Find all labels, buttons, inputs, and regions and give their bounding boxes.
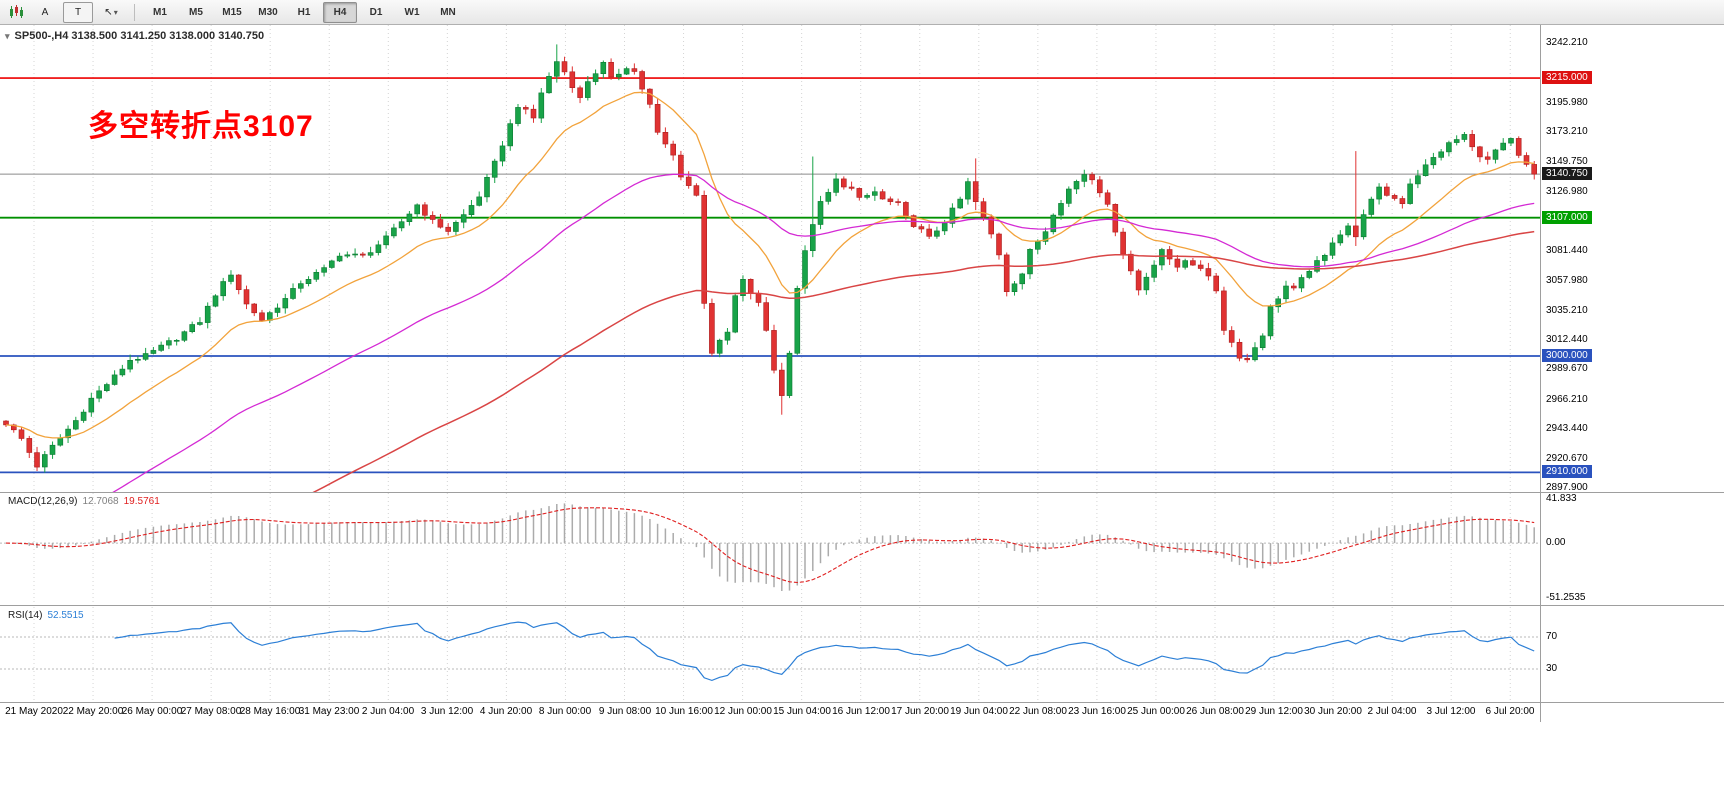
time-axis-label: 19 Jun 04:00 <box>950 706 1008 717</box>
time-axis-label: 6 Jul 20:00 <box>1485 706 1535 717</box>
time-axis-label: 27 May 08:00 <box>180 706 242 717</box>
time-axis-label: 9 Jun 08:00 <box>598 706 652 717</box>
time-axis-border <box>0 702 1724 703</box>
macd-histogram <box>13 503 1535 591</box>
macd-panel-canvas[interactable] <box>0 493 1540 605</box>
timeframe-toolbar: M1 M5 M15 M30 H1 H4 D1 W1 MN <box>143 1 465 23</box>
time-axis-label: 28 May 16:00 <box>239 706 301 717</box>
price-scale-label: 3057.980 <box>1546 275 1588 286</box>
horizontal-lines-layer[interactable] <box>0 77 1540 474</box>
time-axis-label: 2 Jul 04:00 <box>1367 706 1417 717</box>
time-axis-label: 25 Jun 00:00 <box>1127 706 1185 717</box>
timeframe-button-H1[interactable]: H1 <box>297 6 311 18</box>
time-axis-label: 26 Jun 08:00 <box>1186 706 1244 717</box>
timeframe-button-MN[interactable]: MN <box>440 6 456 18</box>
price-line-badge: 3215.000 <box>1542 71 1592 84</box>
price-scale-label: 3173.210 <box>1546 126 1588 137</box>
rsi-scale-label: 70 <box>1546 631 1558 642</box>
time-axis-label: 21 May 2020 <box>5 706 63 717</box>
panel-separator[interactable] <box>0 605 1724 606</box>
chart-window-icon[interactable] <box>5 3 27 22</box>
rsi-indicator-label: RSI(14) 52.5515 <box>8 610 84 621</box>
price-scale-label: 3081.440 <box>1546 245 1588 256</box>
timeframe-button-W1[interactable]: W1 <box>404 6 420 18</box>
timeframe-button-M5[interactable]: M5 <box>189 6 203 18</box>
ma-medium-line <box>112 173 1535 492</box>
time-axis-label: 10 Jun 16:00 <box>655 706 713 717</box>
macd-indicator-label: MACD(12,26,9) 12.7068 19.5761 <box>8 496 160 507</box>
annotations-tool-button[interactable]: A <box>41 6 49 18</box>
time-axis-label: 22 Jun 08:00 <box>1009 706 1067 717</box>
time-axis-label: 30 Jun 20:00 <box>1304 706 1362 717</box>
macd-scale-label: -51.2535 <box>1546 592 1586 603</box>
time-axis-label: 3 Jun 12:00 <box>420 706 474 717</box>
macd-name: MACD(12,26,9) <box>8 496 78 507</box>
time-axis-label: 4 Jun 20:00 <box>479 706 533 717</box>
rsi-line <box>114 621 1535 682</box>
timeframe-button-H4[interactable]: H4 <box>323 1 357 23</box>
time-axis-label: 17 Jun 20:00 <box>891 706 949 717</box>
price-scale-label: 2897.900 <box>1546 482 1588 493</box>
timeframe-button-M30[interactable]: M30 <box>258 6 278 18</box>
price-scale-label: 2966.210 <box>1546 394 1588 405</box>
macd-main-value: 12.7068 <box>82 496 119 507</box>
ma-slow-line <box>312 230 1535 492</box>
macd-scale-label: 41.833 <box>1546 493 1577 504</box>
annotation-text: 多空转折点3107 <box>88 110 314 143</box>
price-line-badge: 3140.750 <box>1542 167 1592 180</box>
grid-layer <box>33 25 1511 492</box>
time-axis-label: 15 Jun 04:00 <box>773 706 831 717</box>
price-scale-border <box>1540 25 1541 722</box>
price-scale-label: 3126.980 <box>1546 186 1588 197</box>
price-scale-label: 2943.440 <box>1546 423 1588 434</box>
timeframe-button-D1[interactable]: D1 <box>369 6 383 18</box>
price-line-badge: 2910.000 <box>1542 465 1592 478</box>
candles-layer <box>3 44 1537 473</box>
time-axis-label: 2 Jun 04:00 <box>361 706 415 717</box>
mini-candles-glyph <box>10 5 23 18</box>
price-scale-label: 3149.750 <box>1546 156 1588 167</box>
time-axis-label: 23 Jun 16:00 <box>1068 706 1126 717</box>
rsi-scale-label: 30 <box>1546 663 1558 674</box>
one-click-trading-toggle[interactable]: ▾ <box>5 31 10 41</box>
text-tool-button[interactable]: T <box>63 1 93 23</box>
time-axis-label: 26 May 00:00 <box>121 706 183 717</box>
price-line-badge: 3000.000 <box>1542 349 1592 362</box>
price-scale-label: 3012.440 <box>1546 334 1588 345</box>
time-axis-label: 22 May 20:00 <box>62 706 124 717</box>
time-axis-label: 3 Jul 12:00 <box>1426 706 1476 717</box>
chevron-down-icon: ▾ <box>113 7 118 17</box>
price-scale-label: 3242.210 <box>1546 37 1588 48</box>
time-axis-label: 16 Jun 12:00 <box>832 706 890 717</box>
time-axis-label: 12 Jun 00:00 <box>714 706 772 717</box>
cursor-tool-button[interactable]: ↖ ▾ <box>104 6 118 18</box>
panel-separator[interactable] <box>0 492 1724 493</box>
macd-signal-value: 19.5761 <box>123 496 160 507</box>
rsi-value: 52.5515 <box>47 610 84 621</box>
toolbar-separator <box>134 3 135 21</box>
chart-window: ▾ SP500-,H4 3138.500 3141.250 3138.000 31… <box>0 25 1724 795</box>
rsi-panel-canvas[interactable] <box>0 607 1540 701</box>
price-scale-label: 2989.670 <box>1546 363 1588 374</box>
macd-scale-label: 0.00 <box>1546 537 1566 548</box>
macd-signal-line <box>5 507 1535 584</box>
price-chart-canvas[interactable] <box>0 25 1540 492</box>
price-scale-label: 2920.670 <box>1546 453 1588 464</box>
time-axis-label: 31 May 23:00 <box>298 706 360 717</box>
price-scale-label: 3195.980 <box>1546 97 1588 108</box>
timeframe-button-M1[interactable]: M1 <box>153 6 167 18</box>
chart-title: ▾ SP500-,H4 3138.500 3141.250 3138.000 31… <box>5 30 264 42</box>
time-axis-label: 29 Jun 12:00 <box>1245 706 1303 717</box>
toolbar: A T ↖ ▾ M1 M5 M15 M30 H1 H4 D1 W1 MN <box>0 0 1724 25</box>
time-axis-label: 8 Jun 00:00 <box>538 706 592 717</box>
price-scale-label: 3035.210 <box>1546 305 1588 316</box>
price-line-badge: 3107.000 <box>1542 211 1592 224</box>
rsi-name: RSI(14) <box>8 610 43 621</box>
ohlc-readout: SP500-,H4 3138.500 3141.250 3138.000 314… <box>14 30 265 42</box>
timeframe-button-M15[interactable]: M15 <box>222 6 242 18</box>
ma-fast-line <box>5 91 1535 439</box>
